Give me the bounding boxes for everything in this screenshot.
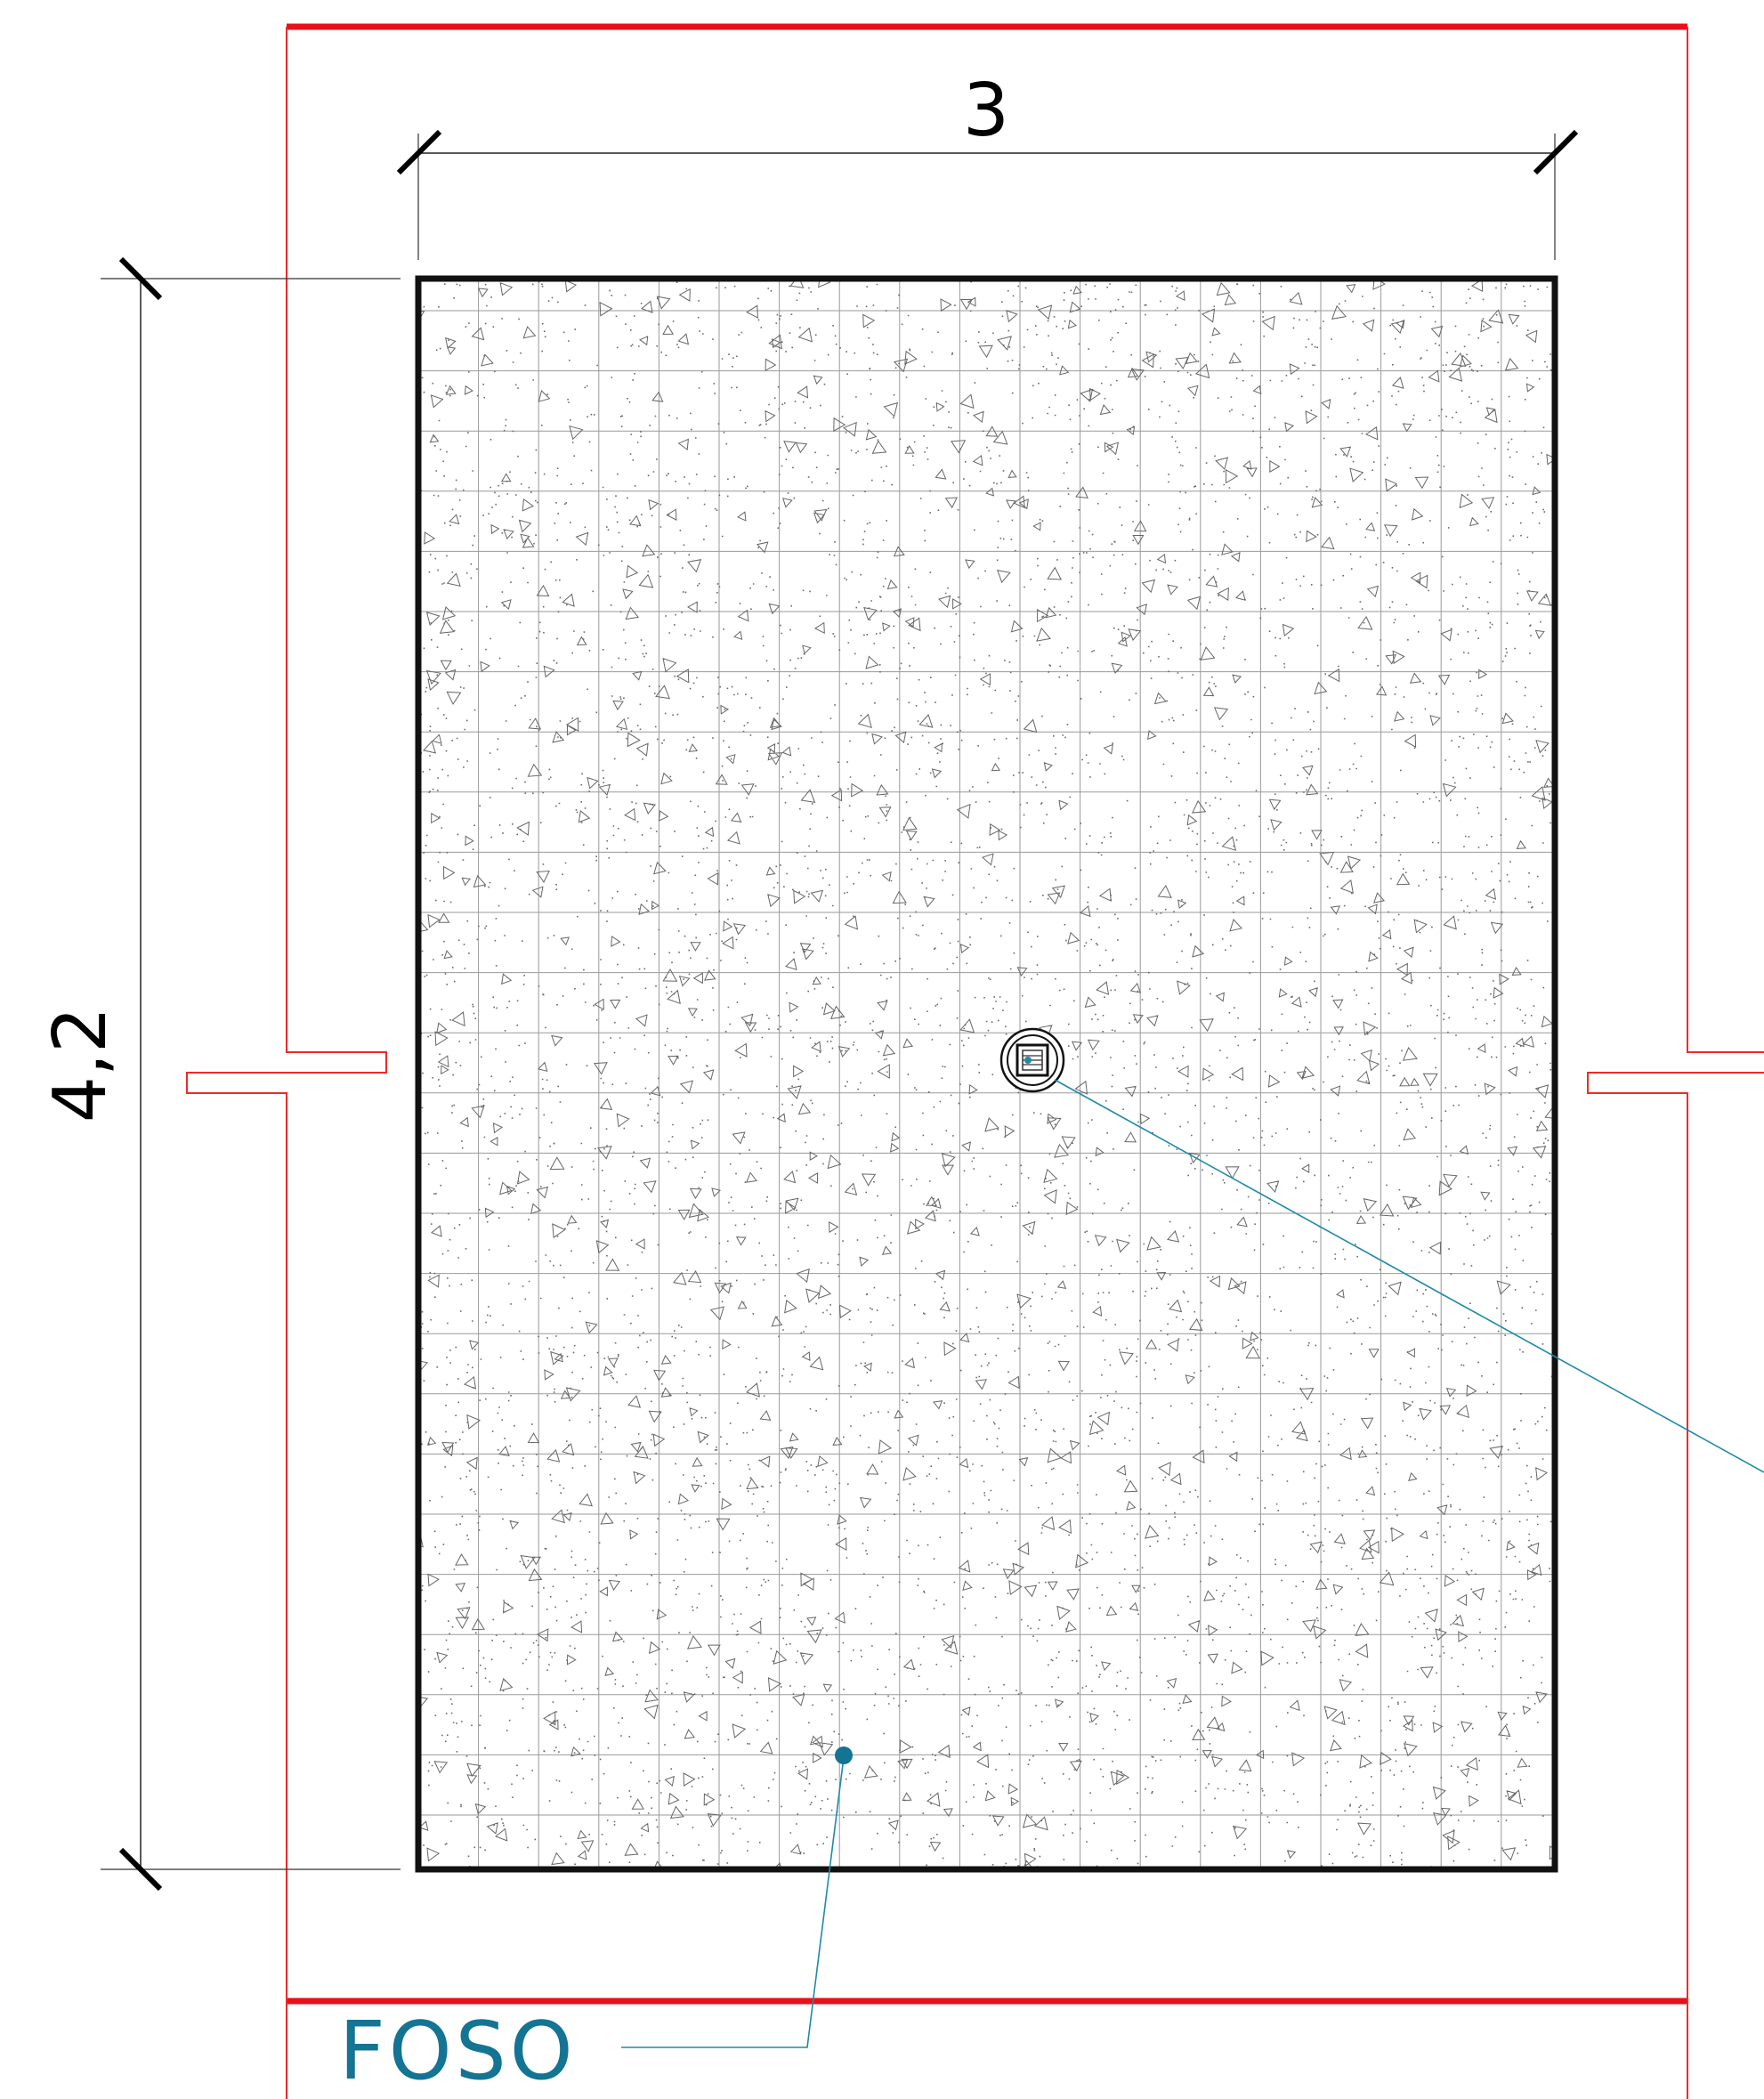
speckle-aggregate-triangles (418, 279, 1555, 1869)
wall-right-notch (1587, 1072, 1764, 2099)
dimension-height-label: 4,2 (38, 1007, 123, 1122)
pit-label-anchor-dot (835, 1746, 853, 1764)
pit-label: FOSO (339, 2005, 577, 2098)
floor-drain-icon (999, 1027, 1065, 1093)
tile-grid (418, 279, 1555, 1869)
tick-bottom (118, 1847, 163, 1892)
wall-left-outline (186, 27, 387, 2099)
concrete-speckle-pattern (418, 279, 1555, 1869)
pit-area (415, 275, 1558, 1873)
dimension-width: 3 (396, 69, 1579, 260)
tick-top (118, 256, 163, 301)
pit-fill (418, 279, 1555, 1869)
pit-label-leader (621, 1756, 845, 2048)
pit-outline (415, 275, 1558, 1873)
dimension-height: 4,2 (38, 256, 401, 1892)
dimension-width-label: 3 (963, 69, 1009, 153)
pit-label-callout: FOSO (339, 1746, 853, 2098)
drain-leader-line (1054, 1079, 1764, 1473)
tick-left (396, 129, 442, 175)
tick-right (1533, 129, 1579, 175)
walls (186, 23, 1764, 2099)
wall-right-outline (1687, 27, 1764, 1053)
